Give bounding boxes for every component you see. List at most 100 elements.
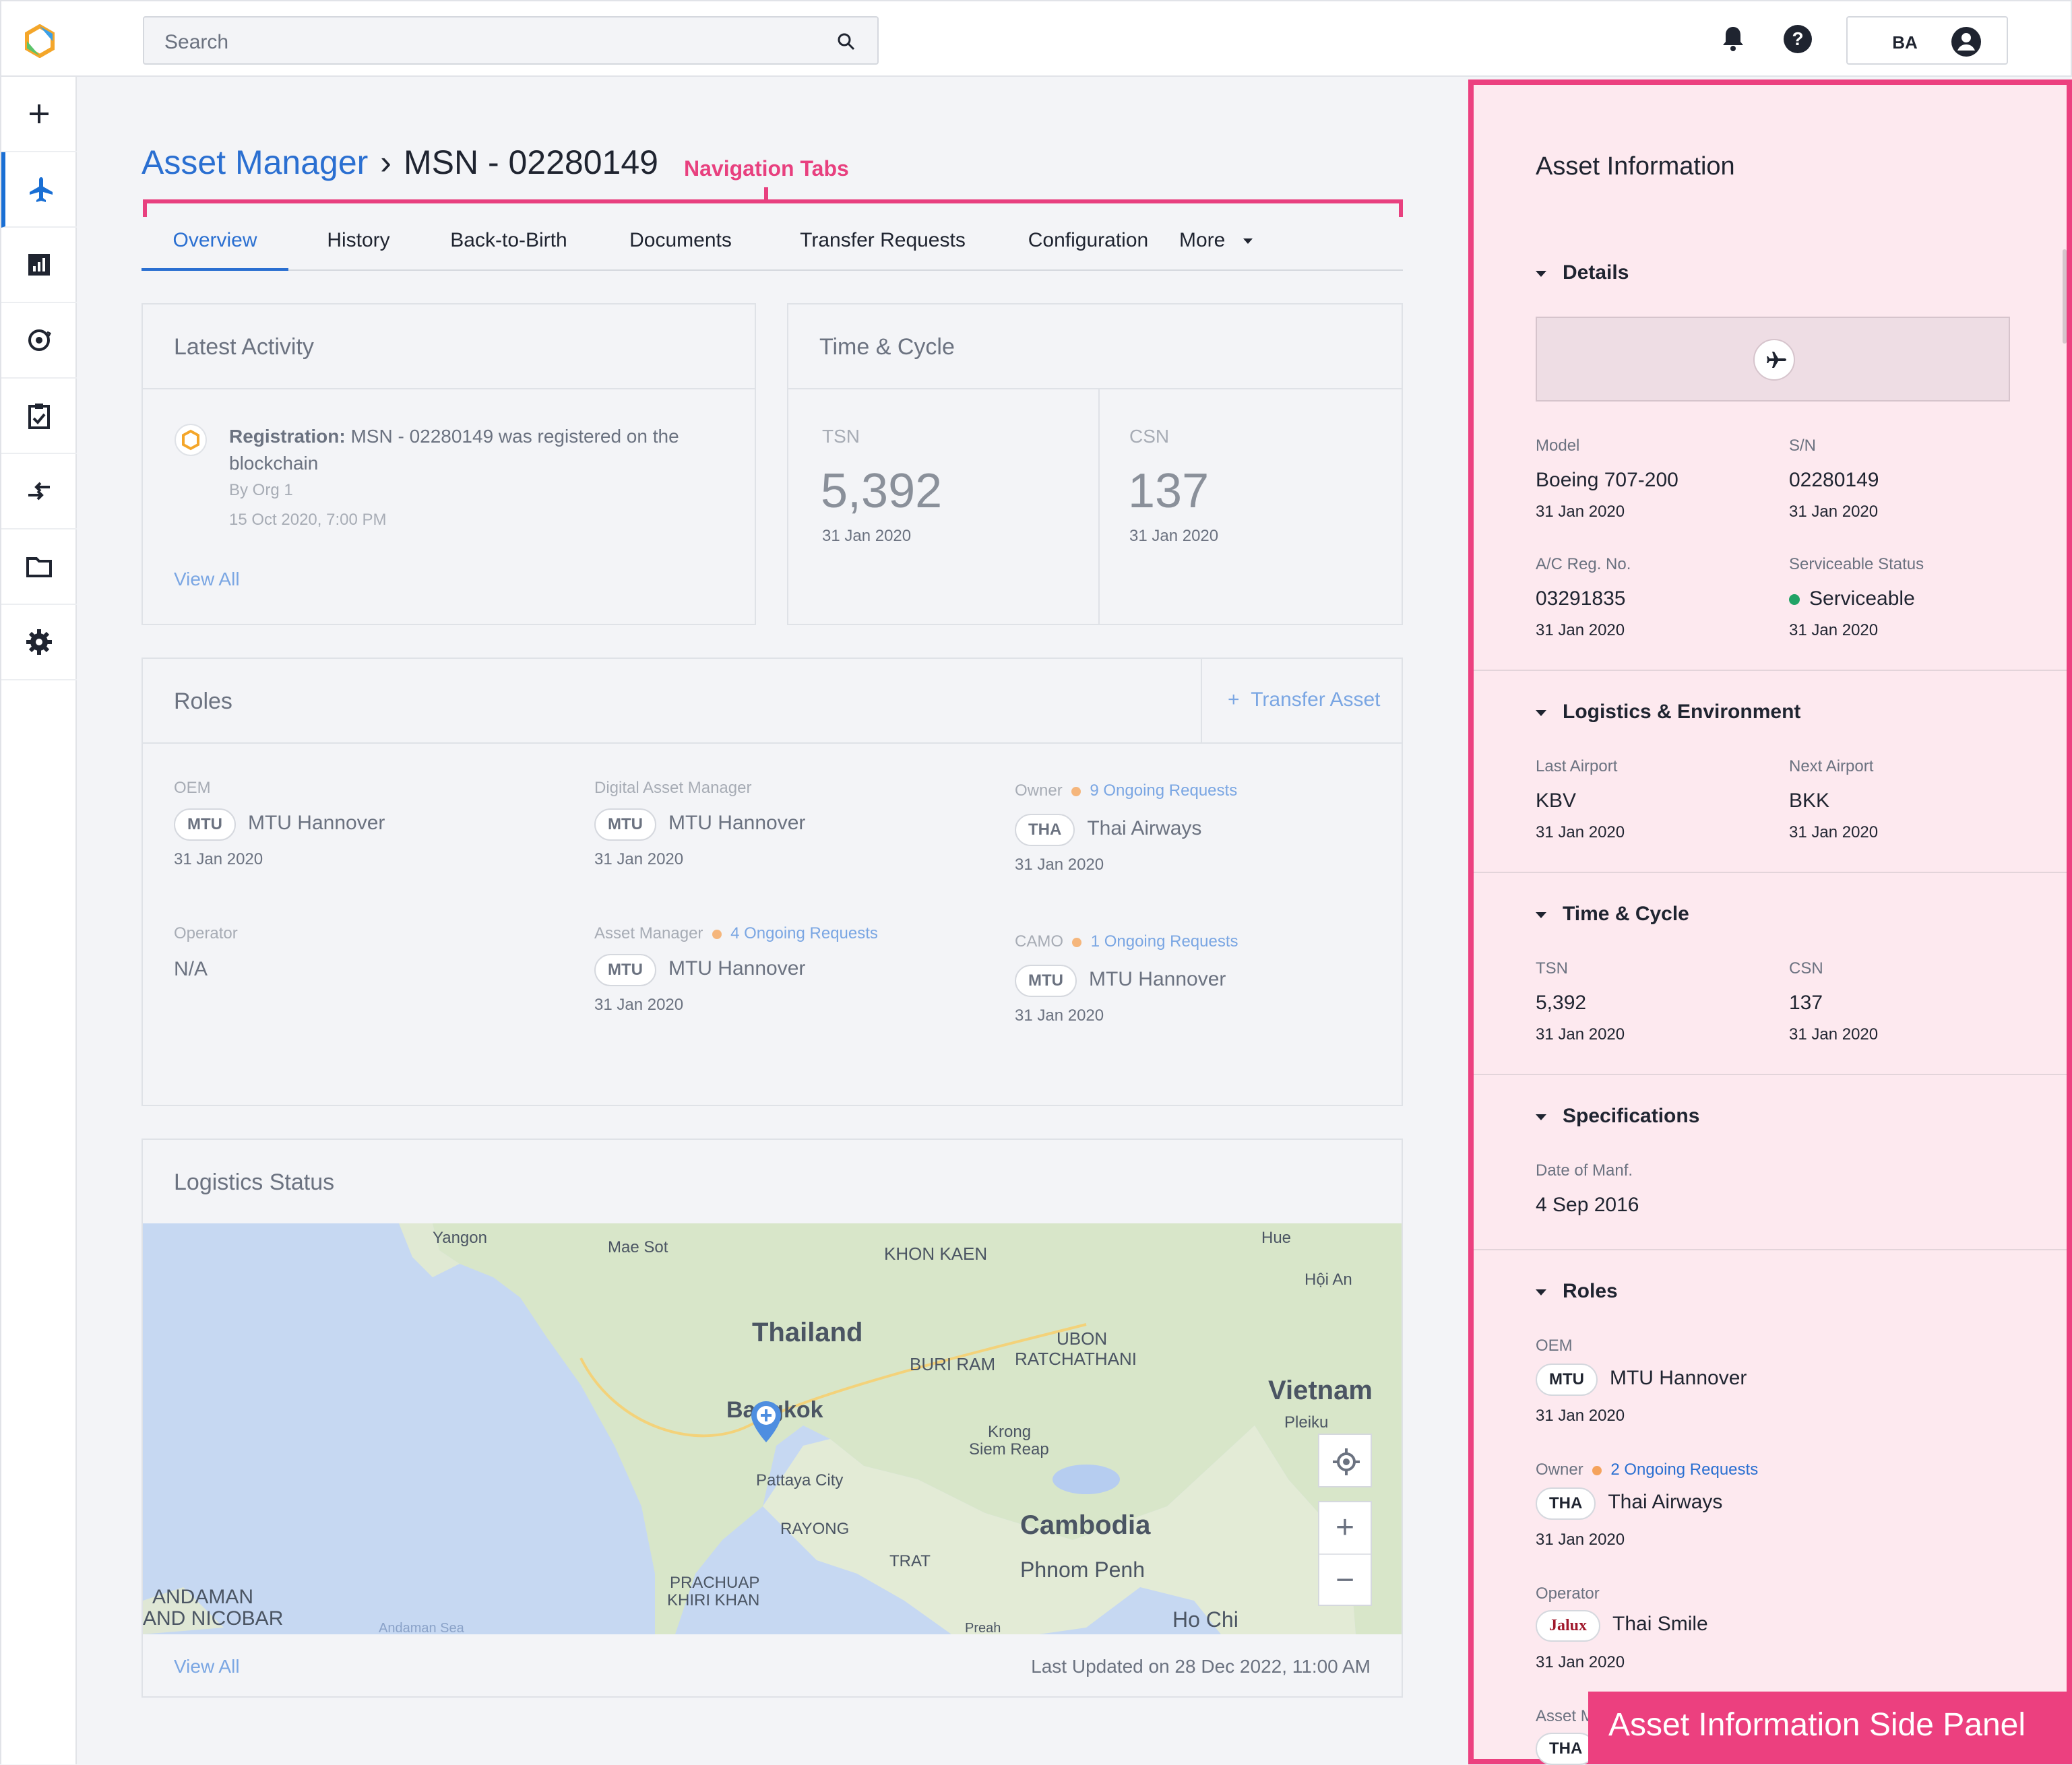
org-name: MTU Hannover: [1088, 968, 1226, 990]
tsn-value: 5,392: [821, 464, 943, 518]
transfer-asset-button[interactable]: + Transfer Asset: [1228, 688, 1381, 711]
owner-org: THA Thai Airways: [1536, 1487, 1722, 1520]
map-label: ANDAMAN: [152, 1586, 254, 1608]
tsn-label: TSN: [1536, 959, 1568, 977]
pending-dot: [1071, 786, 1081, 796]
next-airport-value: BKK: [1789, 790, 1830, 812]
sidebar-item-assets[interactable]: [1, 152, 77, 228]
locate-button[interactable]: [1318, 1434, 1372, 1487]
card-header: Time & Cycle: [788, 304, 1402, 389]
sidebar-item-add[interactable]: [1, 77, 77, 152]
section-heading: Time & Cycle: [1563, 903, 1689, 925]
sidebar-item-tasks[interactable]: [1, 379, 77, 454]
zoom-in-button[interactable]: +: [1335, 1510, 1355, 1545]
map-label: Cambodia: [1020, 1510, 1151, 1540]
asset-manager-label: Asset M: [1536, 1707, 1594, 1725]
asset-location-pin-icon[interactable]: [749, 1400, 783, 1444]
sidebar-item-settings[interactable]: [1, 605, 77, 680]
annotation-bracket: [143, 199, 1403, 217]
roles-section-toggle[interactable]: Roles: [1536, 1280, 1618, 1303]
map-label: KHON KAEN: [884, 1244, 988, 1264]
org-code-badge: MTU: [1015, 965, 1077, 997]
ongoing-requests-link[interactable]: 9 Ongoing Requests: [1090, 781, 1238, 800]
tab-more[interactable]: More: [1179, 229, 1267, 271]
role-org: MTU MTU Hannover: [174, 808, 385, 841]
zoom-out-button[interactable]: −: [1319, 1553, 1371, 1605]
reg-date: 31 Jan 2020: [1536, 621, 1625, 639]
scrollbar[interactable]: [2063, 249, 2067, 344]
tab-more-label: More: [1179, 229, 1226, 251]
help-icon[interactable]: ?: [1782, 23, 1814, 55]
activity-author: By Org 1: [229, 481, 293, 499]
org-code-badge: THA: [1536, 1487, 1596, 1520]
sidebar-item-transfers[interactable]: [1, 454, 77, 530]
map-label: Hue: [1261, 1229, 1292, 1247]
tab-transfer-requests[interactable]: Transfer Requests: [800, 229, 966, 251]
map-label: UBON: [1057, 1328, 1108, 1349]
activity-type: Registration:: [229, 426, 346, 447]
breadcrumb-separator: ›: [380, 143, 391, 181]
oem-label: OEM: [1536, 1337, 1573, 1355]
divider: [1474, 1249, 2067, 1250]
sn-date: 31 Jan 2020: [1789, 503, 1879, 521]
reg-value: 03291835: [1536, 587, 1626, 610]
last-airport-value: KBV: [1536, 790, 1577, 812]
org-name: MTU Hannover: [668, 812, 806, 834]
manufacture-date-label: Date of Manf.: [1536, 1161, 1633, 1180]
navigation-tabs: Overview History Back-to-Birth Documents…: [142, 222, 1403, 271]
tsn-date: 31 Jan 2020: [822, 527, 912, 545]
pending-dot: [712, 929, 722, 939]
app-logo-icon[interactable]: [23, 24, 57, 58]
sidebar-item-tracking[interactable]: [1, 303, 77, 379]
activity-description-line2: blockchain: [229, 453, 319, 474]
ongoing-requests-link[interactable]: 4 Ongoing Requests: [730, 924, 878, 942]
tab-history[interactable]: History: [327, 229, 390, 251]
csn-date: 31 Jan 2020: [1129, 527, 1219, 545]
folder-icon: [26, 557, 52, 577]
ongoing-requests-link[interactable]: 1 Ongoing Requests: [1090, 932, 1238, 951]
view-all-link[interactable]: View All: [174, 569, 240, 589]
role-label: Digital Asset Manager: [594, 779, 752, 797]
role-label: CAMO: [1015, 932, 1063, 951]
card-header: Logistics Status: [143, 1140, 1402, 1225]
logistics-map[interactable]: Yangon Mae Sot KHON KAEN Hue Hội An Thai…: [143, 1223, 1402, 1634]
map-label: Yangon: [433, 1229, 487, 1247]
ongoing-requests-link[interactable]: 2 Ongoing Requests: [1610, 1461, 1759, 1479]
map-label: Vietnam: [1268, 1376, 1373, 1405]
tab-overview[interactable]: Overview: [142, 229, 288, 271]
status-date: 31 Jan 2020: [1789, 621, 1879, 639]
time-cycle-section-toggle[interactable]: Time & Cycle: [1536, 903, 1689, 926]
sync-icon: [28, 329, 52, 351]
map-label: Krong: [988, 1423, 1032, 1441]
sidebar-item-documents[interactable]: [1, 530, 77, 605]
sidebar-item-reports[interactable]: [1, 228, 77, 303]
sidebar: [0, 77, 77, 1764]
caret-down-icon: [1536, 709, 1546, 716]
org-code-badge: MTU: [594, 808, 656, 841]
logistics-section-toggle[interactable]: Logistics & Environment: [1536, 701, 1800, 724]
model-date: 31 Jan 2020: [1536, 503, 1625, 521]
tab-documents[interactable]: Documents: [629, 229, 732, 251]
bell-icon[interactable]: [1717, 23, 1749, 55]
role-date: 31 Jan 2020: [594, 850, 684, 868]
details-section-toggle[interactable]: Details: [1536, 261, 1629, 284]
breadcrumb-parent-link[interactable]: Asset Manager: [142, 143, 369, 181]
asset-manager-org: THA: [1536, 1733, 1596, 1765]
search-icon[interactable]: [836, 31, 857, 53]
airplane-icon: [30, 177, 53, 202]
map-label: Ho Chi: [1172, 1607, 1238, 1632]
manufacture-date-value: 4 Sep 2016: [1536, 1194, 1639, 1216]
transfer-arrows-icon: [28, 482, 50, 501]
tab-configuration[interactable]: Configuration: [1028, 229, 1149, 251]
specifications-section-toggle[interactable]: Specifications: [1536, 1105, 1699, 1128]
next-airport-label: Next Airport: [1789, 757, 1874, 775]
user-menu[interactable]: BA: [1846, 16, 2008, 65]
owner-date: 31 Jan 2020: [1536, 1531, 1625, 1549]
map-label: BURI RAM: [910, 1354, 996, 1374]
caret-down-icon: [1536, 1114, 1546, 1120]
tab-back-to-birth[interactable]: Back-to-Birth: [450, 229, 567, 251]
asset-information-panel: Asset Information Details Model Boeing 7…: [1468, 79, 2072, 1765]
view-all-link[interactable]: View All: [174, 1656, 240, 1677]
sn-value: 02280149: [1789, 469, 1879, 491]
search-input[interactable]: Search: [143, 16, 879, 65]
